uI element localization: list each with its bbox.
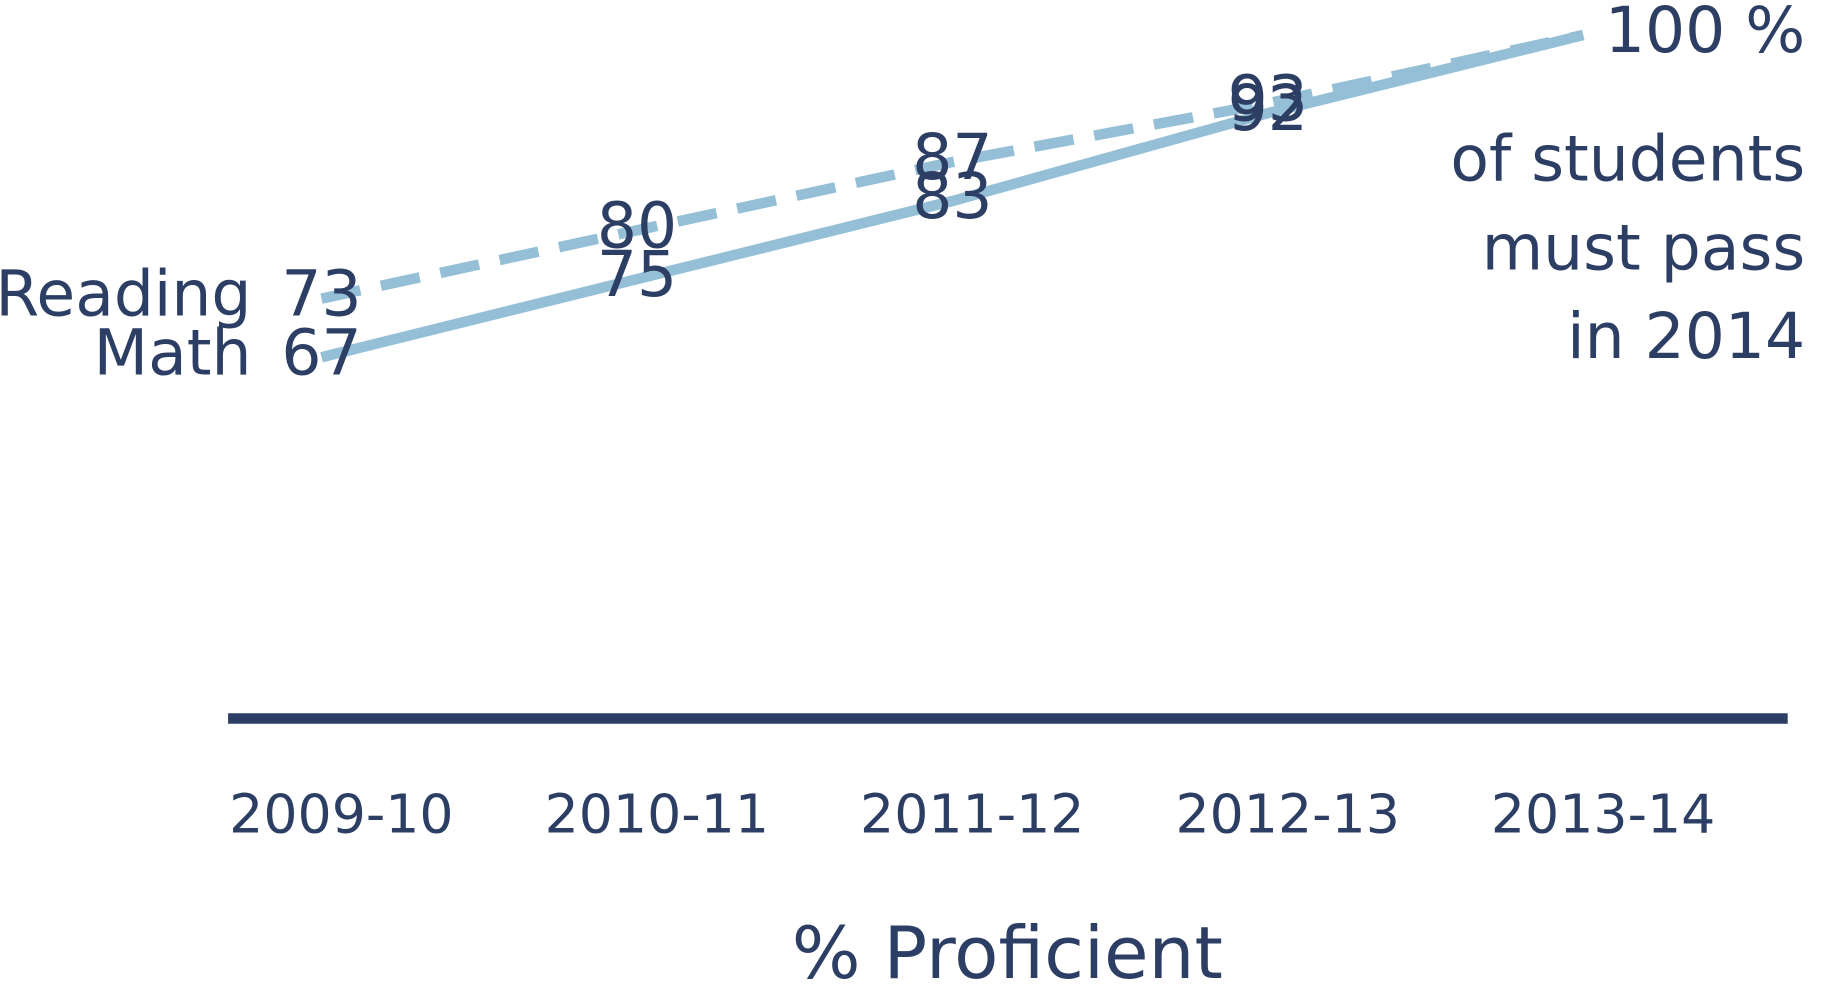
- data-label lbl: 73: [281, 257, 361, 331]
- data-label lbl: 67: [281, 315, 361, 389]
- x-tick-label: 2013-14: [1491, 782, 1715, 845]
- data-label lbl: 80: [597, 188, 677, 262]
- x-tick-label: 2009-10: [229, 782, 453, 845]
- series-line: [320, 29, 1585, 304]
- data-label lbl: 93: [1228, 61, 1308, 135]
- series-line: [320, 29, 1585, 363]
- annotation: of students: [1450, 122, 1805, 196]
- x-tick-label: 2010-11: [545, 782, 769, 845]
- annotation: in 2014: [1567, 299, 1805, 373]
- data-label lbl: 92: [1228, 71, 1308, 145]
- lines: [320, 29, 1585, 363]
- legend-label: Math: [94, 315, 252, 389]
- labels: Reading 73 80 87 93 100 % Math 67 75 83 92 of stude…: [0, 0, 1805, 389]
- x-tick-label: 2012-13: [1175, 782, 1399, 845]
- annotation: must pass: [1482, 210, 1806, 284]
- x-axis-label: % Proficient: [792, 912, 1223, 986]
- data-label lbl: 100 %: [1605, 0, 1805, 67]
- data-label lbl: 75: [597, 237, 677, 311]
- data-label lbl: 87: [912, 120, 992, 194]
- legend-label: Reading: [0, 257, 251, 331]
- data-label lbl: 83: [912, 159, 992, 233]
- x-tick-label: 2011-12: [860, 782, 1084, 845]
